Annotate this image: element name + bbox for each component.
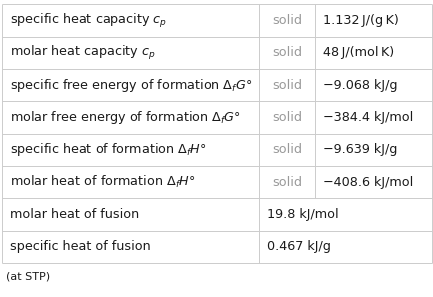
Text: specific heat of fusion: specific heat of fusion (10, 240, 151, 253)
Text: −384.4 kJ/mol: −384.4 kJ/mol (323, 111, 413, 124)
Text: −9.639 kJ/g: −9.639 kJ/g (323, 143, 397, 156)
Text: −408.6 kJ/mol: −408.6 kJ/mol (323, 176, 413, 189)
Text: specific heat of formation $\Delta_f H°$: specific heat of formation $\Delta_f H°$ (10, 141, 207, 158)
Text: specific free energy of formation $\Delta_f G°$: specific free energy of formation $\Delt… (10, 77, 252, 94)
Text: −9.068 kJ/g: −9.068 kJ/g (323, 79, 397, 92)
Text: molar heat capacity $c_p$: molar heat capacity $c_p$ (10, 44, 156, 62)
Text: 0.467 kJ/g: 0.467 kJ/g (267, 240, 331, 253)
Text: solid: solid (272, 111, 302, 124)
Text: 19.8 kJ/mol: 19.8 kJ/mol (267, 208, 339, 221)
Text: solid: solid (272, 79, 302, 92)
Text: molar heat of fusion: molar heat of fusion (10, 208, 139, 221)
Text: solid: solid (272, 176, 302, 189)
Text: 48 J/(mol K): 48 J/(mol K) (323, 46, 394, 59)
Text: 1.132 J/(g K): 1.132 J/(g K) (323, 14, 399, 27)
Text: (at STP): (at STP) (6, 272, 50, 282)
Text: solid: solid (272, 46, 302, 59)
Text: molar heat of formation $\Delta_f H°$: molar heat of formation $\Delta_f H°$ (10, 174, 195, 190)
Text: molar free energy of formation $\Delta_f G°$: molar free energy of formation $\Delta_f… (10, 109, 241, 126)
Text: specific heat capacity $c_p$: specific heat capacity $c_p$ (10, 12, 167, 30)
Text: solid: solid (272, 143, 302, 156)
Text: solid: solid (272, 14, 302, 27)
